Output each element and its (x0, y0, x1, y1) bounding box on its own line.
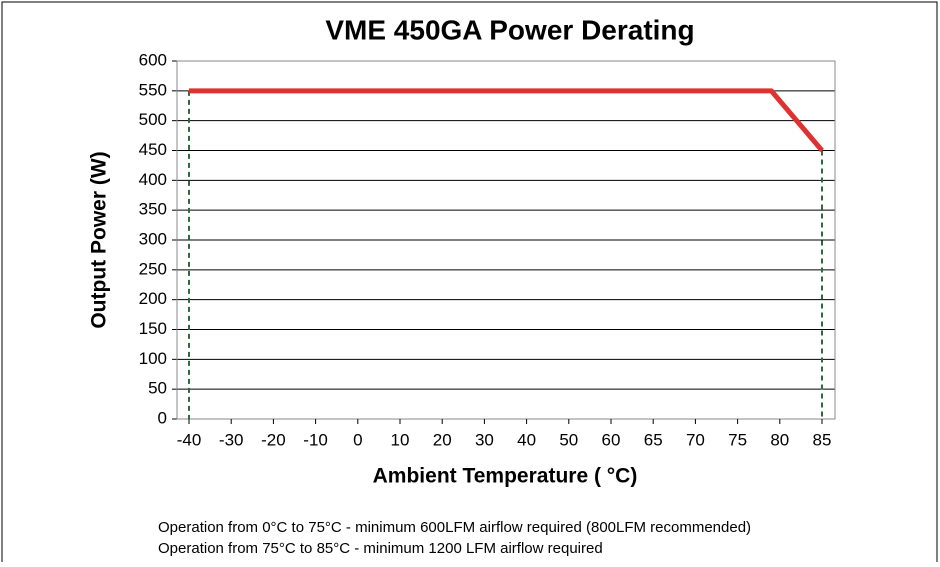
y-tick-label: 400 (139, 170, 167, 189)
x-tick-label: -20 (261, 430, 286, 449)
x-tick-label: 0 (353, 430, 362, 449)
y-tick-label: 300 (139, 229, 167, 248)
y-tick-label: 150 (139, 319, 167, 338)
y-tick-label: 200 (139, 289, 167, 308)
y-tick-label: 500 (139, 110, 167, 129)
note: Operation from 75°C to 85°C - minimum 12… (158, 540, 603, 557)
x-tick-label: -10 (303, 430, 328, 449)
x-tick-label: 80 (770, 430, 789, 449)
y-tick-label: 50 (148, 379, 167, 398)
x-tick-label: 20 (433, 430, 452, 449)
x-tick-label: 65 (644, 430, 663, 449)
y-tick-label: 350 (139, 200, 167, 219)
x-tick-label: -30 (219, 430, 244, 449)
note: Operation from 0°C to 75°C - minimum 600… (158, 519, 751, 536)
x-tick-label: 10 (391, 430, 410, 449)
x-tick-label: 70 (686, 430, 705, 449)
y-axis-label: Output Power (W) (88, 151, 111, 328)
y-tick-label: 250 (139, 259, 167, 278)
y-tick-label: 450 (139, 140, 167, 159)
y-tick-label: 100 (139, 349, 167, 368)
x-tick-label: 50 (559, 430, 578, 449)
x-tick-label: 75 (728, 430, 747, 449)
x-tick-label: -40 (177, 430, 202, 449)
series-line (189, 88, 824, 153)
y-tick-label: 0 (158, 408, 167, 427)
y-tick-label: 600 (139, 50, 167, 69)
plot-area (176, 60, 836, 420)
x-tick-label: 30 (475, 430, 494, 449)
x-tick-label: 60 (602, 430, 621, 449)
x-axis-label: Ambient Temperature ( °C) (373, 465, 638, 488)
x-tick-label: 85 (813, 430, 832, 449)
x-tick-label: 40 (517, 430, 536, 449)
chart-title: VME 450GA Power Derating (325, 14, 694, 45)
y-tick-label: 550 (139, 80, 167, 99)
